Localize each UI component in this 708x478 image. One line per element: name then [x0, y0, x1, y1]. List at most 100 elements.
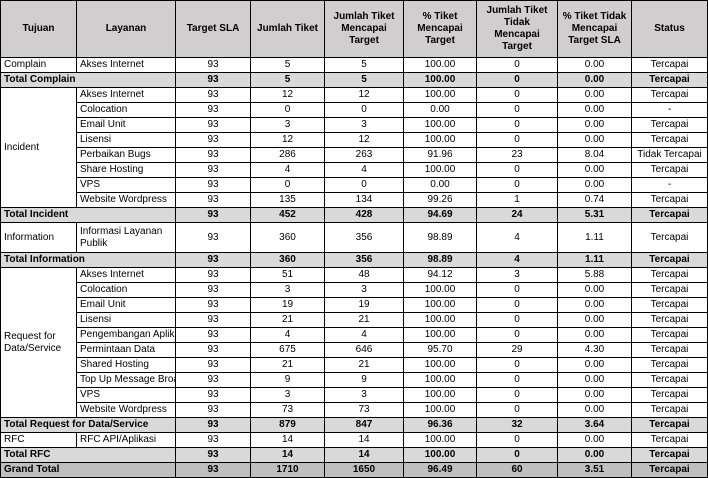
value-cell: 0.00: [403, 102, 477, 118]
header-cell: % Tiket Mencapai Target: [403, 0, 477, 58]
total-value: 3.64: [557, 417, 632, 433]
total-value: 0.00: [557, 72, 632, 88]
value-cell: 5: [324, 57, 404, 73]
layanan-cell: Top Up Message Broa: [76, 372, 176, 388]
value-cell: 95.70: [403, 342, 477, 358]
value-cell: 100.00: [403, 162, 477, 178]
total-value: 4: [476, 252, 558, 268]
layanan-cell: Email Unit: [76, 297, 176, 313]
total-label: Total Incident: [0, 207, 176, 223]
data-row: Top Up Message Broa 93 9 9 100.00 0 0.00 Tercap…: [1, 372, 708, 388]
grand-total-value: 1650: [324, 462, 404, 478]
value-cell: 0.00: [557, 387, 632, 403]
value-cell: 0.00: [557, 177, 632, 193]
value-cell: 356: [324, 222, 404, 253]
value-cell: 0.00: [557, 327, 632, 343]
value-cell: 73: [250, 402, 325, 418]
value-cell: Tercapai: [631, 342, 708, 358]
header-cell: Jumlah Tiket Tidak Mencapai Target: [476, 0, 558, 58]
total-value: 14: [324, 447, 404, 463]
value-cell: 93: [175, 267, 251, 283]
value-cell: 100.00: [403, 357, 477, 373]
total-row: Total Request for Data/Service 93 879 847 96…: [0, 417, 708, 433]
value-cell: 93: [175, 327, 251, 343]
value-cell: 14: [250, 432, 325, 448]
grand-total-value: 60: [476, 462, 558, 478]
value-cell: 12: [250, 132, 325, 148]
value-cell: 360: [250, 222, 325, 253]
total-label: Total Information: [0, 252, 176, 268]
value-cell: Tidak Tercapai: [631, 147, 708, 163]
layanan-cell: Share Hosting: [76, 162, 176, 178]
value-cell: 0: [476, 312, 558, 328]
value-cell: 0.00: [557, 357, 632, 373]
header-cell: Tujuan: [0, 0, 77, 58]
value-cell: 3: [250, 282, 325, 298]
data-row: Share Hosting 93 4 4 100.00 0 0.00 Tercapai: [1, 162, 708, 178]
value-cell: 100.00: [403, 282, 477, 298]
total-value: Tercapai: [631, 207, 708, 223]
tujuan-cell: Complain: [0, 57, 77, 73]
value-cell: 0.00: [557, 402, 632, 418]
data-row: Website Wordpress 93 135 134 99.26 1 0.74 Terca…: [1, 192, 708, 208]
data-row: Complain Akses Internet 93 5 5 100.00 0 0.00 Ter…: [0, 57, 708, 73]
value-cell: 8.04: [557, 147, 632, 163]
value-cell: 0: [476, 297, 558, 313]
tujuan-cell: Incident: [0, 87, 77, 208]
layanan-cell: VPS: [76, 387, 176, 403]
data-row: Information Informasi Layanan Publik 93 360…: [0, 222, 708, 253]
total-value: 93: [175, 252, 251, 268]
value-cell: 100.00: [403, 402, 477, 418]
total-value: 360: [250, 252, 325, 268]
total-value: Tercapai: [631, 417, 708, 433]
value-cell: 0.74: [557, 192, 632, 208]
value-cell: 93: [175, 132, 251, 148]
value-cell: 0.00: [557, 297, 632, 313]
value-cell: 0: [250, 177, 325, 193]
total-value: 93: [175, 72, 251, 88]
total-value: 98.89: [403, 252, 477, 268]
value-cell: 93: [175, 147, 251, 163]
data-row: Colocation 93 3 3 100.00 0 0.00 Tercapai: [1, 282, 708, 298]
value-cell: Tercapai: [631, 402, 708, 418]
layanan-cell: Pengembangan Aplik: [76, 327, 176, 343]
total-value: 100.00: [403, 447, 477, 463]
value-cell: 646: [324, 342, 404, 358]
value-cell: 94.12: [403, 267, 477, 283]
value-cell: 0: [476, 162, 558, 178]
grand-total-value: Tercapai: [631, 462, 708, 478]
value-cell: 1: [476, 192, 558, 208]
header-cell: Status: [631, 0, 708, 58]
value-cell: 19: [324, 297, 404, 313]
total-value: 93: [175, 417, 251, 433]
value-cell: 4: [324, 327, 404, 343]
value-cell: 0: [324, 102, 404, 118]
total-row: Total Complain 93 5 5 100.00 0 0.00 Tercapai: [0, 72, 708, 88]
value-cell: Tercapai: [631, 162, 708, 178]
value-cell: 100.00: [403, 372, 477, 388]
value-cell: 93: [175, 402, 251, 418]
total-row: Total Incident 93 452 428 94.69 24 5.31 Tercapa…: [0, 207, 708, 223]
data-row: Request for Data/Service Akses Internet 93…: [0, 267, 708, 418]
layanan-cell: Email Unit: [76, 117, 176, 133]
value-cell: 9: [324, 372, 404, 388]
total-value: 0.00: [557, 447, 632, 463]
header-cell: Layanan: [76, 0, 176, 58]
table-body: Complain Akses Internet 93 5 5 100.00 0 0.00 Ter…: [0, 57, 708, 478]
value-cell: 0: [250, 102, 325, 118]
value-cell: -: [631, 177, 708, 193]
value-cell: 100.00: [403, 387, 477, 403]
value-cell: 0: [476, 57, 558, 73]
value-cell: 1.11: [557, 222, 632, 253]
value-cell: 0.00: [557, 162, 632, 178]
value-cell: 93: [175, 372, 251, 388]
value-cell: 0: [476, 327, 558, 343]
value-cell: 93: [175, 432, 251, 448]
value-cell: Tercapai: [631, 57, 708, 73]
total-row: Total RFC 93 14 14 100.00 0 0.00 Tercapai: [0, 447, 708, 463]
value-cell: Tercapai: [631, 282, 708, 298]
data-row: VPS 93 3 3 100.00 0 0.00 Tercapai: [1, 387, 708, 403]
value-cell: Tercapai: [631, 312, 708, 328]
value-cell: 21: [250, 357, 325, 373]
value-cell: Tercapai: [631, 267, 708, 283]
